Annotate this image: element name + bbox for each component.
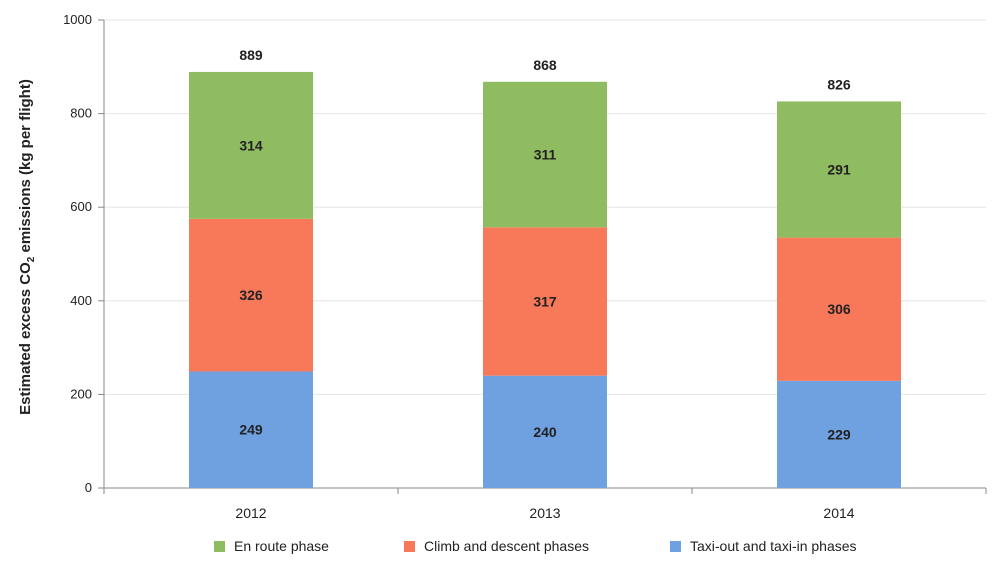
bar-segment <box>483 375 607 488</box>
segment-value-label: 229 <box>827 426 851 442</box>
total-value-label: 826 <box>827 76 851 92</box>
segment-value-label: 291 <box>827 162 851 178</box>
y-tick-label: 800 <box>70 106 92 121</box>
bar-segment <box>777 237 901 381</box>
legend-swatch <box>404 541 415 552</box>
bars <box>189 71 901 488</box>
legend-swatch <box>214 541 225 552</box>
x-tick-label: 2014 <box>823 505 854 521</box>
total-value-label: 868 <box>533 57 557 73</box>
legend-swatch <box>670 541 681 552</box>
x-tick-label: 2013 <box>529 505 560 521</box>
bar-segment <box>189 371 313 488</box>
segment-value-label: 326 <box>239 287 263 303</box>
y-tick-label: 1000 <box>63 12 92 27</box>
segment-value-label: 317 <box>533 294 557 310</box>
segment-value-label: 306 <box>827 301 851 317</box>
segment-value-label: 314 <box>239 137 263 153</box>
legend-label: Climb and descent phases <box>424 538 589 554</box>
bar-segment <box>777 380 901 488</box>
bar-segment <box>189 218 313 372</box>
legend-label: En route phase <box>234 538 329 554</box>
total-value-label: 889 <box>239 47 263 63</box>
bar-segment <box>483 227 607 376</box>
x-tick-label: 2012 <box>235 505 266 521</box>
segment-value-label: 249 <box>239 422 263 438</box>
bar-segment <box>189 71 313 219</box>
y-axis-title-main: Estimated excess CO <box>17 262 34 415</box>
legend-label: Taxi-out and taxi-in phases <box>690 538 857 554</box>
y-tick-label: 200 <box>70 386 92 401</box>
y-tick-label: 400 <box>70 293 92 308</box>
bar-segment <box>483 81 607 228</box>
bar-segment <box>777 101 901 238</box>
y-axis-title: Estimated excess CO2 emissions (kg per f… <box>17 79 37 415</box>
y-axis-title-subscript: 2 <box>26 256 37 262</box>
y-tick-label: 600 <box>70 199 92 214</box>
segment-value-label: 311 <box>534 147 557 163</box>
y-axis-title-suffix: emissions (kg per flight) <box>17 79 34 257</box>
y-tick-label: 0 <box>85 480 92 495</box>
segment-value-label: 240 <box>533 424 557 440</box>
legend: En route phase Climb and descent phases Ta… <box>214 538 857 554</box>
data-labels: 249 326 314 889 240 317 311 868 229 306 291 826 <box>239 47 851 442</box>
